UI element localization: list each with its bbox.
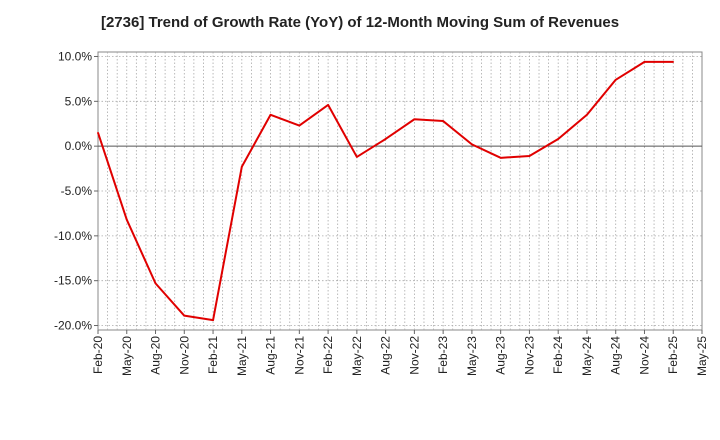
x-tick-label: May-25	[695, 336, 709, 376]
data-point	[672, 61, 675, 63]
data-point	[356, 156, 358, 158]
data-point	[614, 79, 617, 81]
x-tick-label: May-23	[465, 336, 479, 376]
data-point	[269, 113, 272, 116]
x-tick-label: Aug-21	[264, 336, 278, 375]
label-layer: 10.0% 5.0% 0.0% -5.0% -10.0% -15.0% -20.0% Feb-…	[54, 49, 709, 376]
x-tick-label: May-24	[580, 336, 594, 376]
x-tick-label: Aug-23	[494, 336, 508, 375]
x-tick-label: May-21	[235, 336, 249, 376]
y-tick-label: 0.0%	[65, 139, 93, 153]
y-tick-label: -20.0%	[54, 319, 92, 333]
data-point	[97, 131, 99, 134]
x-tick-label: Nov-23	[522, 336, 536, 375]
series-layer	[97, 60, 675, 322]
data-point	[327, 104, 329, 106]
data-point	[125, 218, 128, 221]
y-tick-label: -5.0%	[61, 184, 93, 198]
chart-title: [2736] Trend of Growth Rate (YoY) of 12-…	[100, 14, 620, 31]
data-point	[442, 120, 444, 122]
axis-layer	[94, 55, 703, 334]
y-tick-label: -15.0%	[54, 274, 92, 288]
x-tick-label: Nov-21	[292, 336, 306, 375]
data-point	[183, 314, 186, 317]
data-point	[499, 157, 502, 159]
x-tick-label: Aug-24	[609, 336, 623, 375]
data-point	[528, 155, 531, 157]
x-tick-label: Nov-20	[177, 336, 191, 375]
x-tick-label: Aug-22	[379, 336, 393, 375]
data-point	[557, 138, 559, 140]
x-tick-label: May-20	[120, 336, 134, 376]
y-tick-label: -10.0%	[54, 229, 92, 243]
data-point	[586, 113, 588, 116]
x-tick-label: Aug-20	[149, 336, 163, 375]
x-tick-label: Feb-23	[436, 336, 450, 374]
data-point	[384, 138, 387, 140]
x-tick-label: Feb-22	[321, 336, 335, 374]
x-tick-label: Feb-20	[91, 336, 105, 374]
x-tick-label: May-22	[350, 336, 364, 376]
data-point	[643, 61, 646, 63]
grid-layer	[97, 51, 703, 331]
x-tick-label: Feb-24	[551, 336, 565, 374]
x-tick-label: Feb-21	[206, 336, 220, 374]
x-tick-label: Feb-25	[666, 336, 680, 374]
y-tick-label: 5.0%	[65, 94, 93, 108]
data-point	[212, 319, 214, 321]
data-point	[154, 282, 157, 285]
data-point	[413, 118, 416, 121]
data-point	[298, 124, 301, 127]
data-point	[241, 165, 243, 168]
x-tick-label: Nov-22	[407, 336, 421, 375]
y-tick-label: 10.0%	[58, 49, 92, 63]
data-point	[471, 143, 473, 146]
x-tick-label: Nov-24	[637, 336, 651, 375]
